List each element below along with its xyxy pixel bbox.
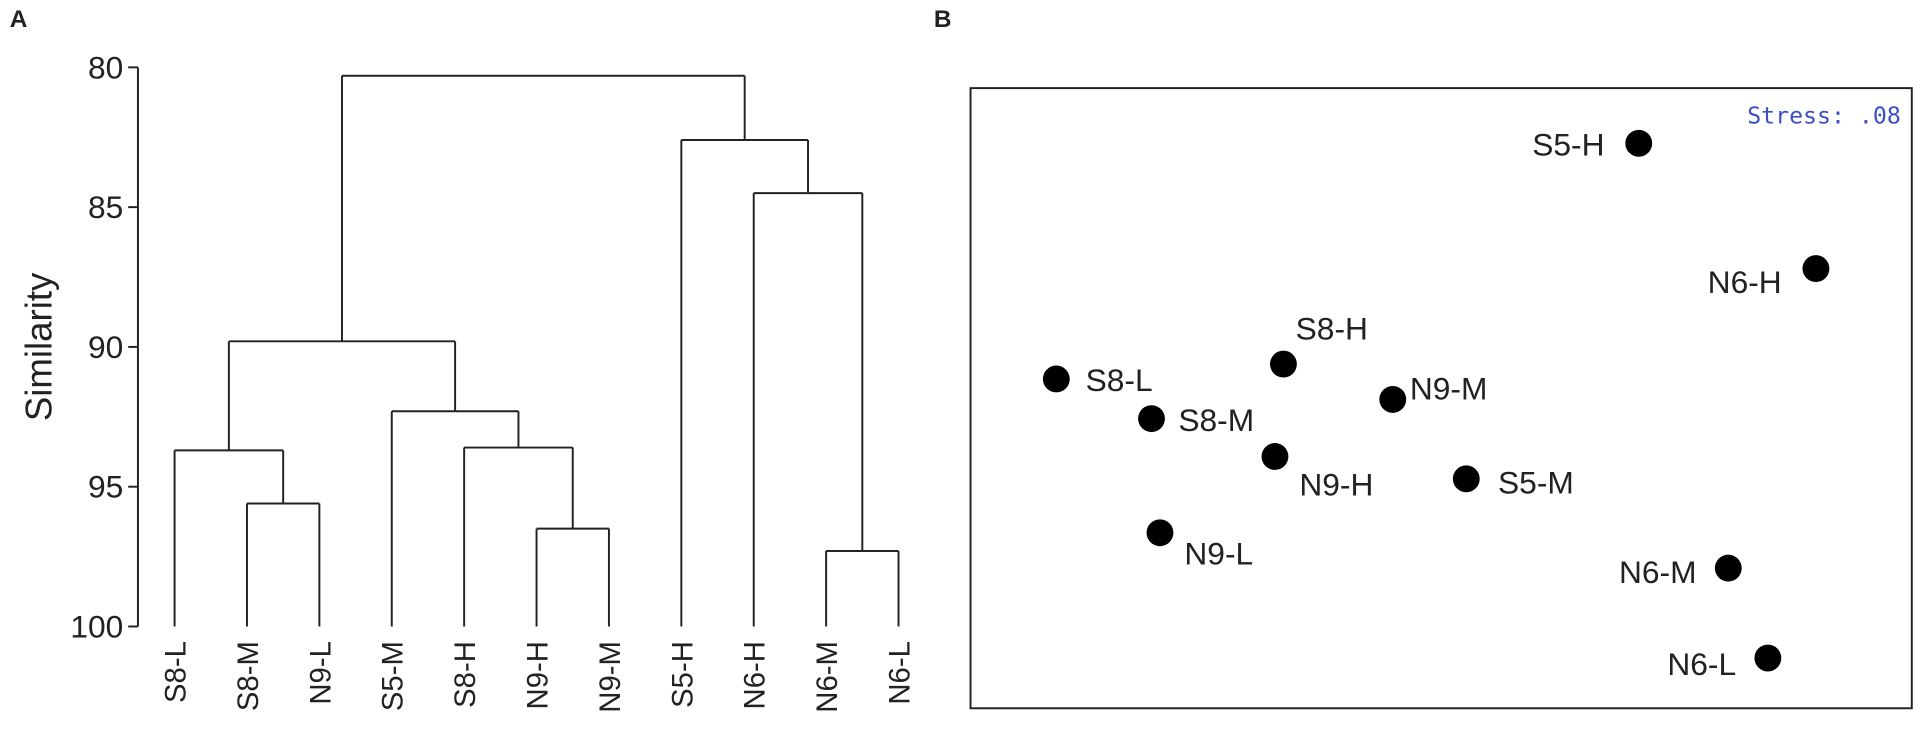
y-tick-label: 100 <box>70 608 123 644</box>
y-tick-label: 95 <box>88 469 123 505</box>
panel-label: B <box>934 6 952 33</box>
panel-label: A <box>10 6 28 33</box>
leaf-label: N9-L <box>304 641 337 704</box>
point <box>1754 644 1782 672</box>
y-tick-label: 80 <box>88 49 123 85</box>
point <box>1625 129 1653 157</box>
y-axis-title: Similarity <box>18 272 59 421</box>
leaf-label: N6-M <box>811 641 844 713</box>
point <box>1714 554 1742 582</box>
leaf-label: N6-H <box>739 641 772 709</box>
leaf-label: S8-L <box>160 641 193 703</box>
point <box>1452 465 1480 493</box>
point <box>1270 350 1297 378</box>
point-label: S8-H <box>1296 311 1368 347</box>
point-label: N6-H <box>1708 264 1782 300</box>
plot-frame <box>969 87 1913 710</box>
stress-annotation: Stress: .08 <box>1747 103 1901 130</box>
point-label: S5-H <box>1532 127 1604 163</box>
point-label: N6-L <box>1667 646 1736 682</box>
point-label: S8-M <box>1178 402 1254 438</box>
point-label: N6-M <box>1619 554 1697 590</box>
point <box>1379 386 1407 413</box>
leaf-label: N9-M <box>594 641 627 713</box>
leaf-label: N6-L <box>883 641 916 704</box>
point-label: S8-L <box>1086 362 1153 398</box>
leaf-label: S8-H <box>449 641 482 708</box>
point-label: S5-M <box>1498 464 1574 500</box>
leaf-label: S5-M <box>377 641 410 711</box>
leaf-label: S5-H <box>666 641 699 708</box>
point <box>1261 443 1289 470</box>
point <box>1042 365 1070 393</box>
y-tick-label: 90 <box>88 329 123 365</box>
point <box>1802 255 1830 283</box>
point-label: N9-M <box>1410 370 1488 406</box>
leaf-label: S8-M <box>232 641 265 711</box>
point <box>1146 519 1174 547</box>
point-label: N9-L <box>1184 536 1253 572</box>
y-tick-label: 85 <box>88 189 123 225</box>
point-label: N9-H <box>1299 467 1373 503</box>
point <box>1138 405 1165 433</box>
leaf-label: N9-H <box>522 641 555 709</box>
